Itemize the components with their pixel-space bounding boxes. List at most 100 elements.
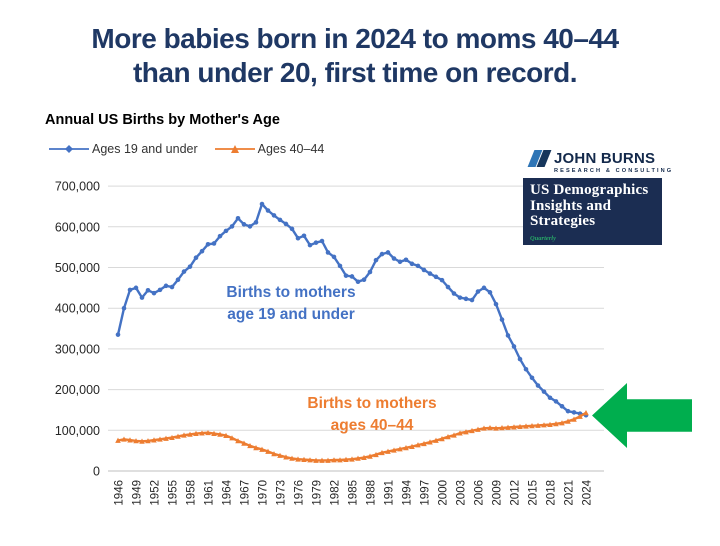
x-axis-tick-label: 2006 — [474, 480, 486, 506]
legend-label-ages-40-44: Ages 40–44 — [257, 142, 325, 156]
x-axis-tick-label: 2015 — [528, 480, 540, 506]
series-marker-ages-40-44 — [319, 457, 325, 463]
series-marker-ages-40-44 — [391, 447, 397, 453]
x-axis-tick-label: 2018 — [546, 480, 558, 506]
series-marker-ages-19-and-under — [355, 279, 361, 285]
series-marker-ages-40-44 — [367, 453, 373, 459]
series-marker-ages-40-44 — [361, 454, 367, 460]
series-marker-ages-40-44 — [529, 423, 535, 429]
series-marker-ages-19-and-under — [511, 344, 517, 349]
y-axis-tick-label: 500,000 — [55, 261, 100, 275]
series-marker-ages-40-44 — [445, 434, 451, 440]
series-marker-ages-40-44 — [235, 438, 241, 444]
series-marker-ages-19-and-under — [349, 274, 355, 279]
series-marker-ages-40-44 — [253, 445, 259, 451]
series-marker-ages-40-44 — [541, 422, 547, 428]
series-marker-ages-19-and-under — [295, 235, 301, 241]
series-marker-ages-19-and-under — [571, 410, 577, 415]
series-marker-ages-19-and-under — [415, 263, 421, 269]
series-marker-ages-19-and-under — [535, 383, 541, 388]
series-marker-ages-19-and-under — [529, 375, 535, 381]
y-axis-tick-label: 200,000 — [55, 383, 100, 397]
series-marker-ages-19-and-under — [283, 221, 289, 227]
series-marker-ages-19-and-under — [253, 220, 259, 225]
series-marker-ages-19-and-under — [247, 224, 253, 229]
annotation-blue-line2: age 19 and under — [227, 306, 355, 323]
series-marker-ages-40-44 — [349, 456, 355, 462]
series-marker-ages-19-and-under — [517, 356, 523, 362]
series-marker-ages-40-44 — [133, 438, 139, 444]
series-marker-ages-40-44 — [187, 431, 193, 437]
series-marker-ages-40-44 — [517, 423, 523, 430]
series-marker-ages-19-and-under — [379, 251, 385, 257]
series-marker-ages-40-44 — [223, 432, 229, 438]
series-marker-ages-19-and-under — [409, 261, 415, 267]
report-badge: US Demographics Insights and Strategies … — [523, 178, 662, 245]
series-marker-ages-40-44 — [577, 413, 583, 419]
series-marker-ages-40-44 — [181, 432, 187, 438]
series-marker-ages-40-44 — [157, 436, 163, 442]
x-axis-tick-label: 2003 — [456, 480, 468, 506]
series-marker-ages-40-44 — [199, 430, 205, 436]
series-marker-ages-40-44 — [343, 456, 349, 463]
x-axis-tick-label: 1982 — [330, 480, 342, 506]
logo-tagline: RESEARCH & CONSULTING — [554, 168, 674, 174]
y-axis-tick-label: 600,000 — [55, 220, 100, 234]
badge-line3: Strategies — [530, 213, 596, 229]
x-axis-tick-label: 1976 — [294, 480, 306, 506]
x-axis-tick-label: 1988 — [366, 480, 378, 506]
series-marker-ages-19-and-under — [487, 290, 493, 295]
series-marker-ages-19-and-under — [565, 408, 571, 414]
annotation-births-19-under: Births to mothers age 19 and under — [196, 282, 386, 326]
y-axis-tick-label: 400,000 — [55, 302, 100, 316]
series-marker-ages-40-44 — [379, 449, 385, 456]
series-marker-ages-40-44 — [427, 439, 433, 445]
series-marker-ages-40-44 — [211, 430, 217, 436]
series-marker-ages-40-44 — [205, 429, 211, 436]
series-marker-ages-40-44 — [115, 437, 121, 443]
series-marker-ages-40-44 — [295, 456, 301, 462]
series-marker-ages-40-44 — [385, 448, 391, 454]
legend-item-ages-19-and-under: Ages 19 and under — [48, 142, 198, 156]
x-axis-tick-label: 1967 — [240, 480, 252, 506]
headline-line1: More babies born in 2024 to moms 40–44 — [91, 23, 619, 54]
x-axis-tick-label: 1985 — [348, 480, 360, 506]
x-axis-tick-label: 1997 — [420, 480, 432, 506]
series-marker-ages-40-44 — [475, 426, 481, 432]
series-marker-ages-19-and-under — [265, 208, 271, 213]
series-marker-ages-40-44 — [487, 425, 493, 431]
series-marker-ages-19-and-under — [115, 332, 121, 337]
x-axis-tick-label: 2024 — [582, 479, 594, 505]
series-marker-ages-19-and-under — [433, 274, 439, 280]
series-marker-ages-19-and-under — [481, 285, 487, 291]
x-axis-tick-label: 2009 — [492, 480, 504, 506]
series-marker-ages-19-and-under — [361, 277, 367, 283]
series-marker-ages-40-44 — [229, 435, 235, 441]
series-marker-ages-19-and-under — [421, 267, 427, 273]
series-marker-ages-19-and-under — [373, 257, 379, 263]
series-marker-ages-40-44 — [355, 455, 361, 461]
series-marker-ages-40-44 — [397, 446, 403, 452]
series-marker-ages-19-and-under — [259, 201, 265, 207]
series-marker-ages-40-44 — [409, 443, 415, 449]
series-marker-ages-40-44 — [307, 457, 313, 463]
annotation-blue-line1: Births to mothers — [226, 284, 356, 301]
x-axis-tick-label: 2000 — [438, 480, 450, 506]
series-marker-ages-19-and-under — [121, 305, 127, 311]
series-marker-ages-19-and-under — [217, 233, 223, 239]
series-marker-ages-40-44 — [163, 435, 169, 441]
series-marker-ages-19-and-under — [541, 389, 547, 394]
series-marker-ages-40-44 — [289, 455, 295, 461]
series-marker-ages-19-and-under — [307, 242, 313, 248]
series-marker-ages-40-44 — [571, 416, 577, 422]
series-marker-ages-19-and-under — [505, 333, 511, 338]
x-axis-tick-label: 1952 — [150, 480, 162, 506]
series-marker-ages-40-44 — [481, 425, 487, 431]
series-marker-ages-40-44 — [493, 425, 499, 431]
series-marker-ages-40-44 — [241, 440, 247, 446]
x-axis-tick-label: 1979 — [312, 480, 324, 506]
series-marker-ages-40-44 — [559, 420, 565, 426]
john-burns-logo: JOHN BURNS RESEARCH & CONSULTING — [527, 150, 674, 174]
